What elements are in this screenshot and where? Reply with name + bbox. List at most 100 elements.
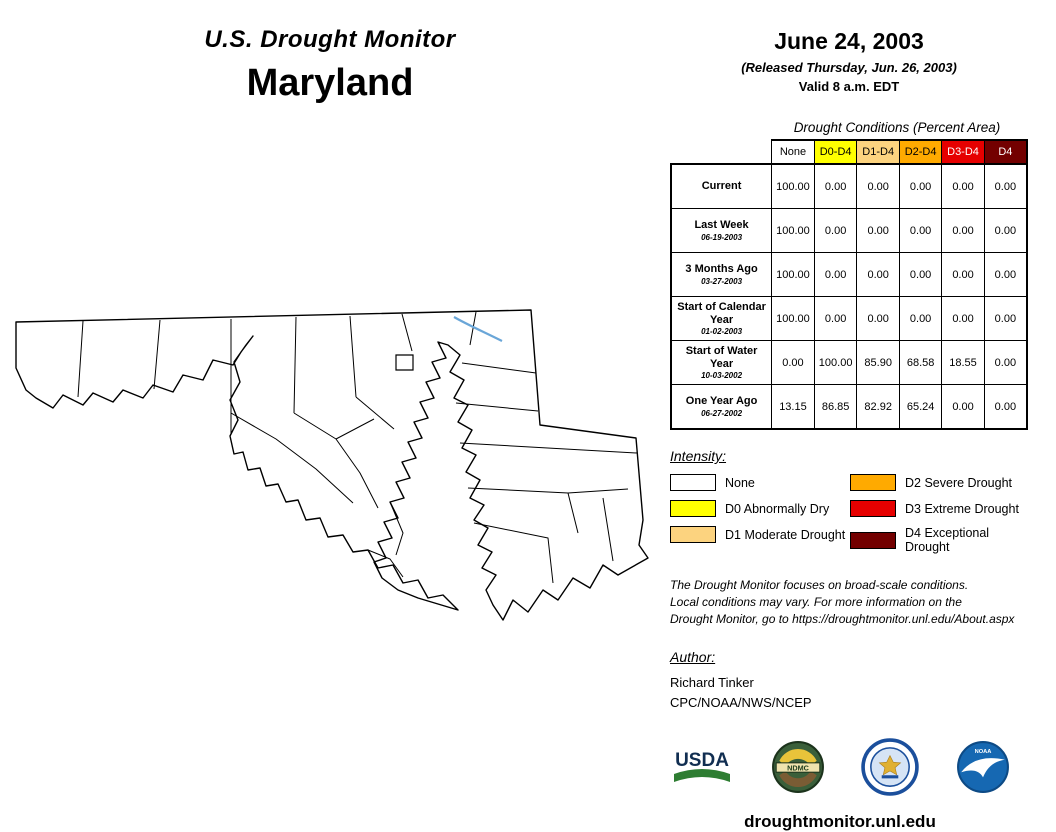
date-block: June 24, 2003 (Released Thursday, Jun. 2… — [670, 28, 1028, 94]
cell-value: 0.00 — [941, 296, 985, 341]
legend-item-d4: D4 Exceptional Drought — [850, 526, 1028, 554]
row-label: Current — [701, 180, 742, 193]
cell-value: 68.58 — [898, 340, 943, 385]
row-date: 03-27-2003 — [701, 276, 743, 286]
ndmc-logo: NDMC — [771, 741, 824, 794]
intensity-legend: None D0 Abnormally Dry D1 Moderate Droug… — [670, 474, 1028, 563]
none-swatch — [670, 474, 716, 491]
cell-value: 0.00 — [898, 208, 943, 253]
legend-item-d3: D3 Extreme Drought — [850, 500, 1028, 517]
cell-value: 0.00 — [983, 163, 1028, 209]
state-outline — [15, 309, 649, 621]
legend-item-d0: D0 Abnormally Dry — [670, 500, 850, 517]
d2-swatch — [850, 474, 896, 491]
legend-item-none: None — [670, 474, 850, 491]
cell-value: 82.92 — [856, 384, 900, 430]
susquehanna-river — [453, 316, 503, 342]
cell-value: 0.00 — [856, 208, 900, 253]
valid-time: Valid 8 a.m. EDT — [798, 79, 900, 94]
row-label: Start of Water Year — [685, 344, 758, 370]
intensity-heading: Intensity: — [670, 448, 727, 464]
cell-value: 86.85 — [813, 384, 858, 430]
d0-swatch — [670, 500, 716, 517]
table-caption: Drought Conditions (Percent Area) — [793, 120, 1001, 135]
state-name: Maryland — [246, 62, 414, 104]
table-row-current: Current 100.00 0.00 0.00 0.00 0.00 0.00 — [670, 163, 1028, 209]
usda-swoosh — [674, 769, 730, 783]
legend-label: D2 Severe Drought — [905, 475, 1013, 490]
cell-value: 18.55 — [941, 340, 985, 385]
drought-conditions-table: None D0-D4 D1-D4 D2-D4 D3-D4 D4 Current … — [670, 139, 1028, 430]
title-block: U.S. Drought Monitor Maryland — [130, 26, 530, 105]
table-row-start-water-year: Start of Water Year 10-03-2002 0.00 100.… — [670, 340, 1028, 385]
author-org: CPC/NOAA/NWS/NCEP — [670, 694, 812, 710]
table-row-one-year-ago: One Year Ago 06-27-2002 13.15 86.85 82.9… — [670, 384, 1028, 430]
baltimore-city-outline — [395, 354, 414, 371]
cell-value: 100.00 — [771, 163, 815, 209]
doc-seal-logo — [861, 738, 920, 797]
legend-item-d2: D2 Severe Drought — [850, 474, 1028, 491]
cell-value: 0.00 — [983, 296, 1028, 341]
cell-value: 0.00 — [813, 163, 858, 209]
row-date: 01-02-2003 — [701, 327, 743, 337]
ndmc-logo-text: NDMC — [787, 764, 810, 773]
author-heading: Author: — [670, 649, 716, 666]
logo-row: USDA NDMC NOAA — [670, 738, 1010, 797]
row-label: Last Week — [694, 219, 749, 232]
row-date: 06-19-2003 — [701, 232, 743, 242]
release-date: (Released Thursday, Jun. 26, 2003) — [741, 60, 957, 75]
table-header-row: None D0-D4 D1-D4 D2-D4 D3-D4 D4 — [671, 139, 1028, 165]
cell-value: 0.00 — [983, 252, 1028, 297]
cell-value: 100.00 — [771, 208, 815, 253]
col-header-d2: D2-D4 — [898, 139, 943, 165]
maryland-map — [8, 293, 653, 628]
info-panel: June 24, 2003 (Released Thursday, Jun. 2… — [670, 28, 1028, 832]
disclaimer: The Drought Monitor focuses on broad-sca… — [670, 577, 1028, 627]
row-label: Start of Calendar Year — [677, 300, 766, 326]
doc-eagle-emblem — [878, 755, 902, 776]
cell-value: 0.00 — [898, 296, 943, 341]
d3-swatch — [850, 500, 896, 517]
cell-value: 65.24 — [898, 384, 943, 430]
usda-logo-text: USDA — [675, 750, 729, 771]
table-corner-cell — [671, 140, 772, 164]
row-label: One Year Ago — [685, 395, 758, 408]
col-header-d0: D0-D4 — [813, 139, 858, 165]
table-row-start-calendar-year: Start of Calendar Year 01-02-2003 100.00… — [670, 296, 1028, 341]
row-label: 3 Months Ago — [685, 263, 758, 276]
cell-value: 85.90 — [856, 340, 900, 385]
table-row-3-months-ago: 3 Months Ago 03-27-2003 100.00 0.00 0.00… — [670, 252, 1028, 297]
cell-value: 0.00 — [983, 340, 1028, 385]
noaa-logo: NOAA — [957, 741, 1009, 794]
table-row-last-week: Last Week 06-19-2003 100.00 0.00 0.00 0.… — [670, 208, 1028, 253]
usda-logo: USDA — [674, 750, 730, 783]
cell-value: 0.00 — [856, 296, 900, 341]
cell-value: 0.00 — [941, 252, 985, 297]
cell-value: 0.00 — [898, 252, 943, 297]
legend-label: D4 Exceptional Drought — [905, 526, 990, 554]
cell-value: 0.00 — [813, 208, 858, 253]
author-name: Richard Tinker — [670, 675, 754, 691]
row-date: 10-03-2002 — [701, 371, 743, 381]
disclaimer-line: Drought Monitor, go to https://droughtmo… — [670, 611, 1015, 626]
cell-value: 100.00 — [771, 296, 815, 341]
cell-value: 0.00 — [983, 384, 1028, 430]
cell-value: 0.00 — [941, 208, 985, 253]
report-title: U.S. Drought Monitor — [204, 26, 456, 53]
cell-value: 13.15 — [771, 384, 815, 430]
disclaimer-line: The Drought Monitor focuses on broad-sca… — [670, 578, 969, 592]
cell-value: 0.00 — [856, 163, 900, 209]
noaa-bird — [961, 758, 1005, 778]
d1-swatch — [670, 526, 716, 543]
report-date: June 24, 2003 — [774, 28, 924, 54]
cell-value: 100.00 — [813, 340, 858, 385]
cell-value: 0.00 — [898, 163, 943, 209]
col-header-d3: D3-D4 — [941, 139, 985, 165]
cell-value: 0.00 — [941, 384, 985, 430]
cell-value: 0.00 — [856, 252, 900, 297]
col-header-none: None — [771, 139, 815, 165]
cell-value: 0.00 — [771, 340, 815, 385]
noaa-logo-text: NOAA — [975, 749, 992, 755]
legend-label: D3 Extreme Drought — [905, 501, 1019, 516]
cell-value: 0.00 — [813, 296, 858, 341]
